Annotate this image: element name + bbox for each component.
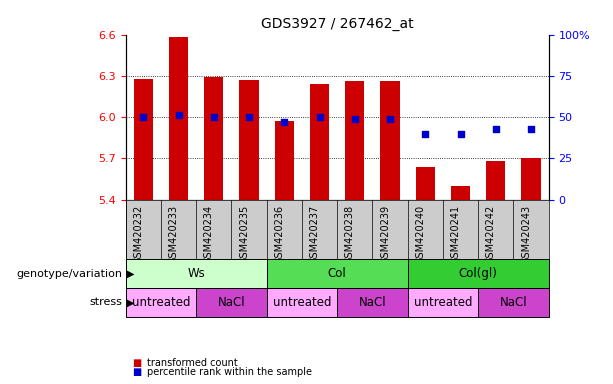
Point [455,131,465,137]
Text: transformed count: transformed count [147,358,238,368]
Point [280,119,289,125]
Text: stress: stress [89,297,123,308]
Text: GSM420235: GSM420235 [239,204,249,264]
Point [139,114,148,120]
Text: ▶: ▶ [127,268,134,279]
Text: GSM420238: GSM420238 [345,204,355,263]
Text: untreated: untreated [132,296,190,309]
Bar [134,79,153,200]
Bar [408,288,478,317]
Point [173,113,183,119]
Title: GDS3927 / 267462_at: GDS3927 / 267462_at [261,17,413,31]
Bar [126,259,267,288]
Bar [275,121,294,200]
Bar [416,167,435,200]
Text: Col: Col [328,267,346,280]
Point [491,126,501,132]
Text: GSM420232: GSM420232 [133,204,143,264]
Point [385,116,395,122]
Point [209,114,219,120]
Point [314,114,324,120]
Text: GSM420237: GSM420237 [310,204,319,264]
Text: GSM420243: GSM420243 [521,204,531,263]
Text: NaCl: NaCl [500,296,527,309]
Bar [310,84,329,200]
Bar [267,288,337,317]
Bar [521,159,541,200]
Text: genotype/variation: genotype/variation [17,268,123,279]
Text: ■: ■ [132,358,141,368]
Point [526,126,536,132]
Bar [126,288,196,317]
Bar [239,80,259,200]
Text: ▶: ▶ [127,297,134,308]
Bar [486,161,506,200]
Bar [204,77,224,200]
Bar [337,288,408,317]
Text: NaCl: NaCl [359,296,386,309]
Text: GSM420233: GSM420233 [169,204,178,263]
Text: GSM420241: GSM420241 [451,204,460,263]
Text: NaCl: NaCl [218,296,245,309]
Text: GSM420240: GSM420240 [415,204,425,263]
Bar [478,288,549,317]
Bar [345,81,365,200]
Bar [380,81,400,200]
Bar [267,259,408,288]
Text: untreated: untreated [273,296,331,309]
Text: ■: ■ [132,367,141,377]
Text: GSM420242: GSM420242 [485,204,496,264]
Bar [451,186,470,200]
Text: GSM420236: GSM420236 [274,204,284,263]
Text: Ws: Ws [188,267,205,280]
Text: percentile rank within the sample: percentile rank within the sample [147,367,312,377]
Text: Col(gl): Col(gl) [459,267,498,280]
Text: GSM420239: GSM420239 [380,204,390,263]
Bar [408,259,549,288]
Bar [196,288,267,317]
Point [350,116,360,122]
Bar [169,37,188,200]
Text: untreated: untreated [414,296,472,309]
Text: GSM420234: GSM420234 [204,204,214,263]
Point [244,114,254,120]
Point [421,131,430,137]
